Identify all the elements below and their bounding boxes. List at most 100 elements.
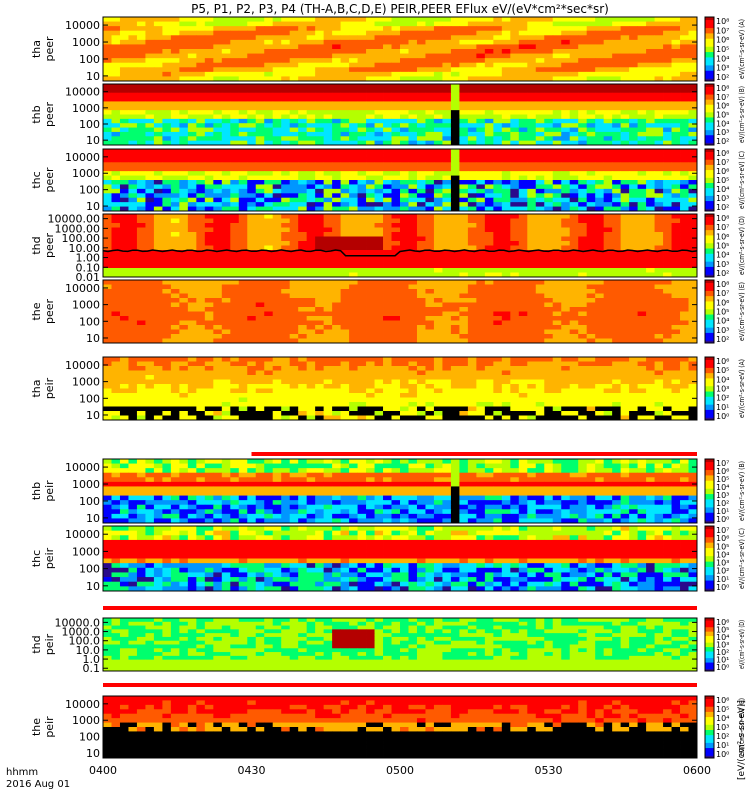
spectrogram-cell [595, 149, 605, 154]
spectrogram-cell [196, 44, 206, 50]
spectrogram-cell [612, 123, 622, 128]
spectrogram-cell [136, 184, 146, 190]
spectrogram-cell [349, 88, 358, 94]
spectrogram-cell [518, 250, 528, 255]
spectrogram-cell [595, 289, 605, 294]
spectrogram-cell [332, 206, 341, 212]
spectrogram-cell [306, 171, 316, 176]
spectrogram-cell [510, 259, 520, 264]
spectrogram-cell [196, 272, 206, 278]
spectrogram-cell [510, 136, 520, 142]
spectrogram-cell [654, 76, 664, 82]
spectrogram-cell [289, 123, 299, 128]
spectrogram-cell [357, 110, 367, 115]
spectrogram-cell [467, 329, 477, 335]
spectrogram-cell [230, 35, 240, 41]
spectrogram-cell [688, 71, 698, 77]
spectrogram-cell [162, 21, 172, 27]
spectrogram-cell [527, 218, 537, 224]
spectrogram-cell [332, 71, 341, 77]
spectrogram-cell [340, 26, 350, 32]
spectrogram-cell [544, 188, 554, 194]
spectrogram-cell [425, 180, 435, 185]
spectrogram-cell [357, 127, 367, 133]
spectrogram-cell [493, 21, 503, 27]
spectrogram-cell [400, 241, 409, 246]
spectrogram-cell [493, 44, 503, 50]
spectrogram-cell [366, 250, 375, 255]
spectrogram-cell [349, 123, 358, 128]
spectrogram-cell [688, 153, 698, 159]
spectrogram-cell [535, 206, 545, 212]
spectrogram-cell [484, 171, 494, 176]
spectrogram-cell [247, 92, 257, 98]
spectrogram-cell [315, 236, 325, 242]
spectrogram-cell [425, 67, 435, 73]
spectrogram-cell [569, 166, 579, 172]
spectrogram-cell [204, 114, 214, 120]
spectrogram-cell [586, 166, 596, 172]
spectrogram-cell [340, 153, 350, 159]
spectrogram-cell [315, 84, 325, 89]
spectrogram-cell [323, 53, 333, 59]
spectrogram-cell [493, 58, 503, 64]
spectrogram-cell [518, 316, 528, 321]
spectrogram-cell [603, 184, 613, 190]
spectrogram-cell [272, 21, 282, 27]
spectrogram-cell [569, 227, 579, 233]
spectrogram-cell [374, 316, 384, 321]
spectrogram-cell [357, 268, 367, 273]
spectrogram-cell [654, 325, 664, 330]
spectrogram-cell [255, 214, 265, 219]
spectrogram-cell [255, 184, 265, 190]
spectrogram-cell [230, 17, 240, 22]
spectrogram-cell [357, 214, 367, 219]
spectrogram-cell [238, 236, 248, 242]
spectrogram-cell [408, 136, 418, 142]
spectrogram-cell [272, 114, 282, 120]
spectrogram-cell [340, 17, 350, 22]
spectrogram-cell [476, 35, 486, 41]
spectrogram-cell [552, 214, 562, 219]
spectrogram-cell [671, 325, 681, 330]
spectrogram-cell [204, 162, 214, 168]
spectrogram-cell [315, 223, 325, 228]
spectrogram-cell [561, 298, 571, 303]
spectrogram-cell [663, 311, 672, 317]
spectrogram-cell [544, 153, 554, 159]
spectrogram-cell [255, 307, 265, 312]
spectrogram-cell [493, 272, 503, 278]
spectrogram-cell [595, 71, 605, 77]
spectrogram-cell [153, 223, 163, 228]
spectrogram-cell [238, 259, 248, 264]
spectrogram-cell [595, 227, 605, 233]
spectrogram-cell [425, 127, 435, 133]
spectrogram-cell [374, 171, 384, 176]
spectrogram-cell [408, 157, 418, 163]
spectrogram-cell [425, 272, 435, 278]
spectrogram-cell [688, 84, 698, 89]
spectrogram-cell [170, 259, 180, 264]
spectrogram-cell [383, 171, 392, 176]
spectrogram-cell [323, 114, 333, 120]
spectrogram-cell [467, 105, 477, 111]
spectrogram-cell [272, 26, 282, 32]
spectrogram-cell [196, 162, 206, 168]
spectrogram-cell [612, 302, 622, 308]
spectrogram-cell [459, 311, 469, 317]
spectrogram-cell [289, 236, 299, 242]
spectrogram-cell [119, 123, 129, 128]
spectrogram-cell [535, 329, 545, 335]
spectrogram-cell [315, 311, 325, 317]
spectrogram-cell [162, 289, 172, 294]
spectrogram-cell [306, 30, 316, 36]
spectrogram-cell [467, 184, 477, 190]
spectrogram-cell [646, 67, 655, 73]
spectrogram-cell [391, 245, 401, 251]
spectrogram-cell [366, 316, 375, 321]
spectrogram-cell [459, 175, 469, 181]
spectrogram-cell [629, 214, 638, 219]
spectrogram-cell [493, 39, 503, 45]
spectrogram-cell [578, 241, 588, 246]
spectrogram-cell [518, 118, 528, 124]
